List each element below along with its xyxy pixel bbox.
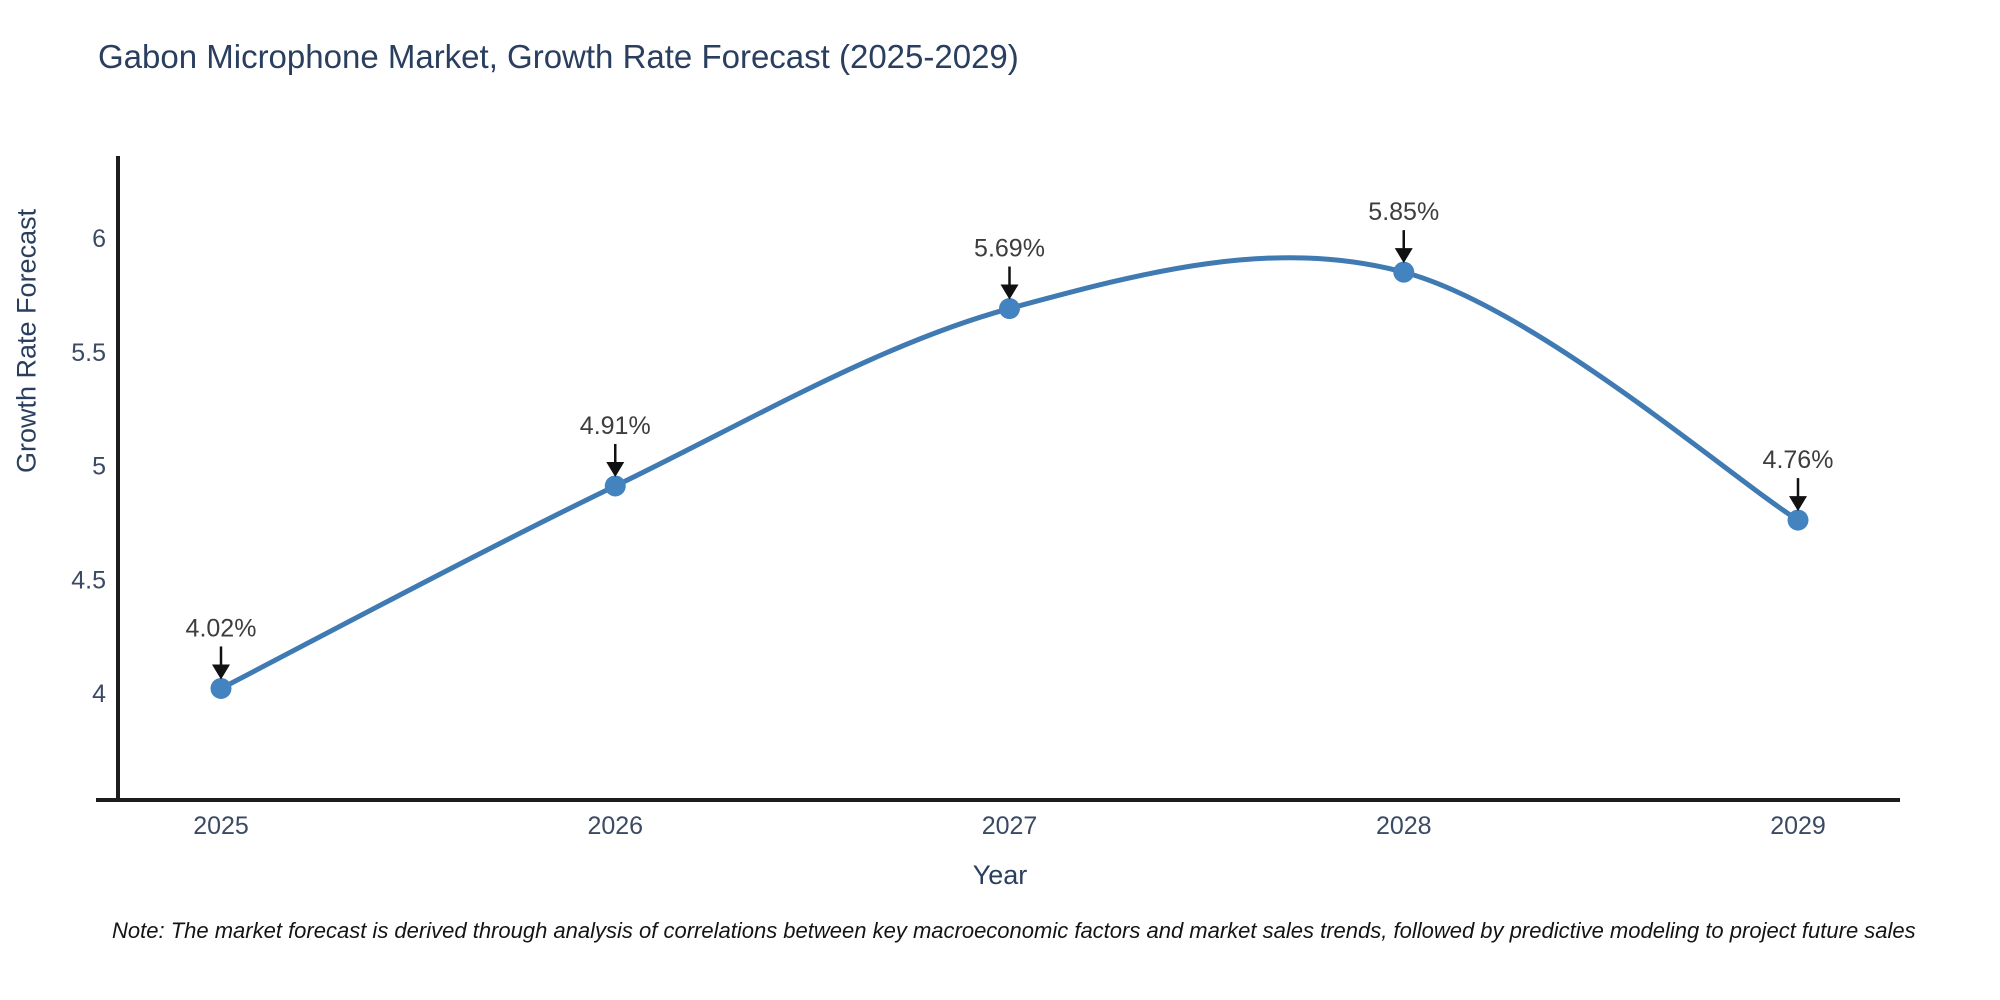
x-tick-label: 2029 [1770, 812, 1826, 840]
data-point-marker [1393, 261, 1415, 283]
x-axis-title: Year [972, 860, 1028, 890]
y-tick-label: 4 [92, 680, 106, 708]
y-tick-label: 6 [92, 225, 106, 253]
data-point-marker [999, 298, 1020, 320]
y-tick-label: 4.5 [71, 566, 106, 594]
x-tick-label: 2028 [1376, 812, 1432, 840]
annotation-arrow-head [212, 664, 230, 680]
chart-title: Gabon Microphone Market, Growth Rate For… [98, 38, 1019, 75]
data-point-marker [1787, 509, 1809, 531]
x-tick-label: 2027 [982, 812, 1038, 840]
forecast-line [218, 255, 1801, 691]
annotation-arrow-head [1394, 248, 1413, 264]
data-point-label: 5.69% [974, 235, 1045, 263]
annotation-arrow-head [1789, 496, 1807, 512]
data-point-marker [604, 475, 626, 497]
annotation-arrow-head [1000, 284, 1019, 300]
y-tick-label: 5 [92, 453, 106, 481]
data-point-label: 4.02% [186, 614, 257, 642]
data-point-label: 4.91% [580, 412, 651, 440]
y-tick-label: 5.5 [71, 339, 106, 367]
data-point-marker [210, 677, 232, 699]
x-tick-label: 2025 [193, 812, 249, 840]
annotation-arrow-head [606, 461, 625, 477]
footnote-text: Note: The market forecast is derived thr… [112, 918, 1916, 943]
x-tick-label: 2026 [587, 812, 643, 840]
data-point-label: 5.85% [1368, 198, 1439, 226]
data-point-label: 4.76% [1763, 446, 1834, 474]
